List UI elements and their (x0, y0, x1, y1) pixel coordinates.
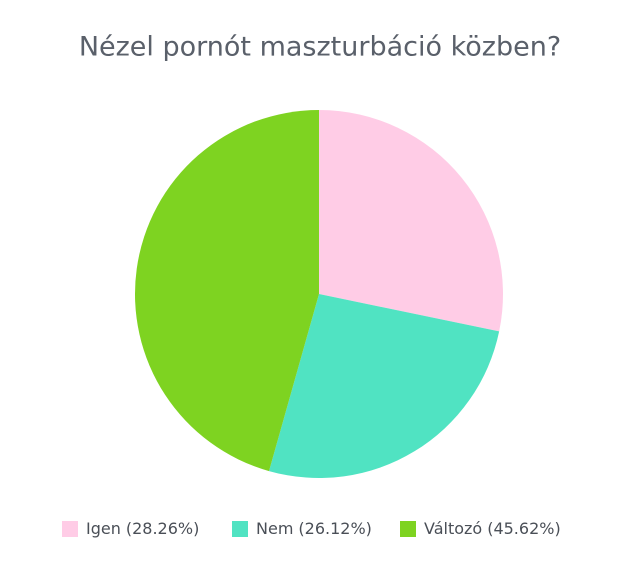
legend-name: Nem (256, 519, 293, 538)
legend-swatch (62, 521, 78, 537)
legend-label: Nem (26.12%) (256, 519, 372, 538)
legend-name: Igen (86, 519, 121, 538)
pie-slice (319, 110, 503, 332)
chart-title: Nézel pornót maszturbáció közben? (79, 32, 561, 63)
legend-swatch (232, 521, 248, 537)
legend-value: (45.62%) (487, 519, 561, 538)
pie-slice (135, 110, 319, 472)
legend-label: Igen (28.26%) (86, 519, 199, 538)
legend-label: Változó (45.62%) (424, 519, 561, 538)
pie-slice (268, 294, 500, 478)
legend-name: Változó (424, 519, 482, 538)
legend-value: (26.12%) (298, 519, 372, 538)
legend-swatch (400, 521, 416, 537)
legend-value: (28.26%) (126, 519, 200, 538)
